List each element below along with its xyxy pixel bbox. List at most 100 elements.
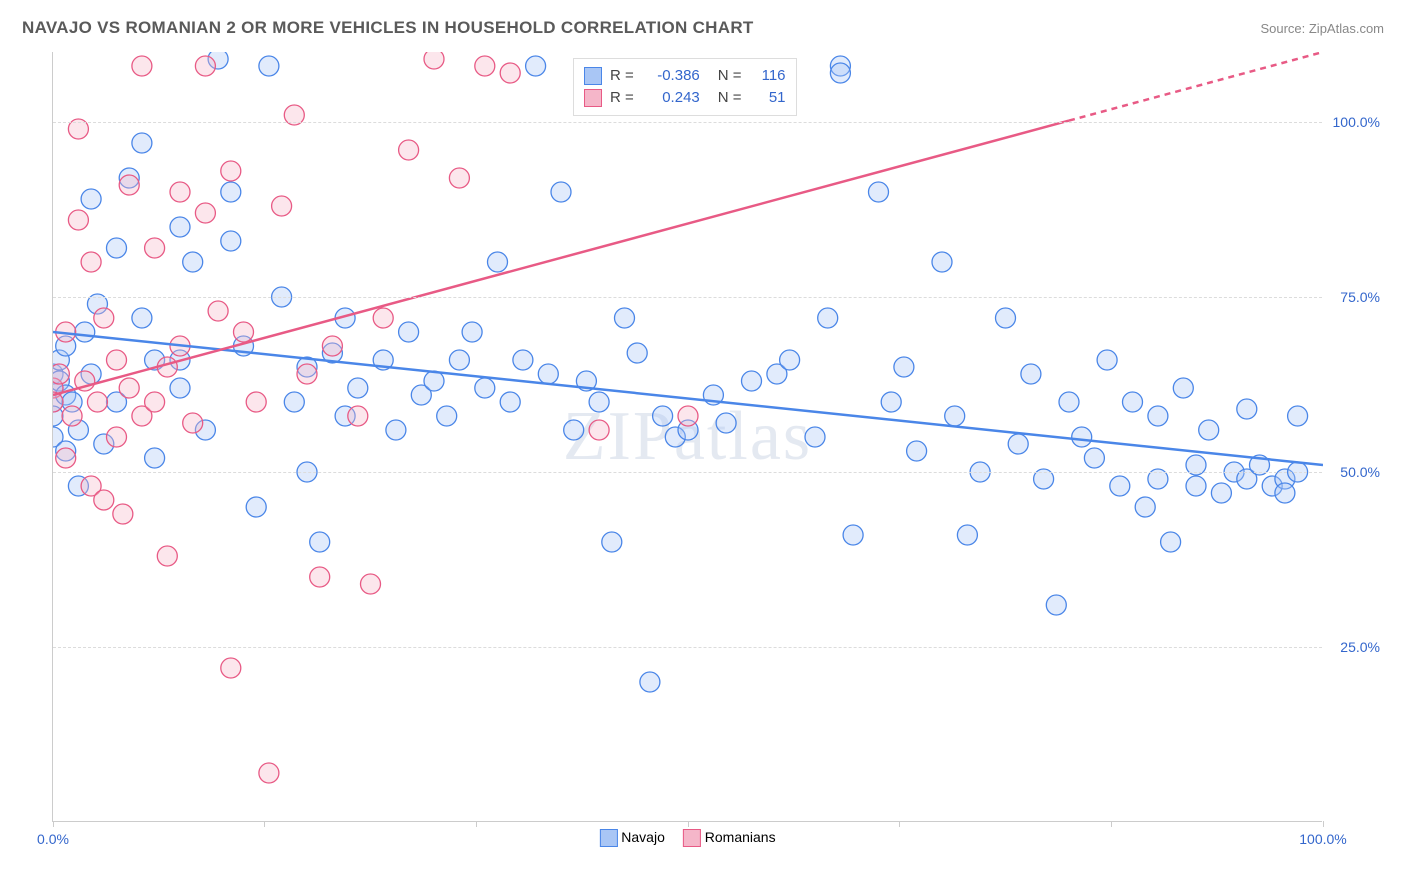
stats-r-value: 0.243 bbox=[642, 87, 700, 109]
y-tick-label: 25.0% bbox=[1340, 639, 1380, 655]
data-point bbox=[615, 308, 635, 328]
data-point bbox=[894, 357, 914, 377]
x-tick-label: 100.0% bbox=[1299, 831, 1346, 847]
stats-n-value: 51 bbox=[750, 87, 786, 109]
data-point bbox=[780, 350, 800, 370]
data-point bbox=[818, 308, 838, 328]
x-tick-mark bbox=[53, 821, 54, 827]
data-point bbox=[996, 308, 1016, 328]
x-tick-mark bbox=[1323, 821, 1324, 827]
y-tick-label: 50.0% bbox=[1340, 464, 1380, 480]
data-point bbox=[94, 490, 114, 510]
data-point bbox=[475, 56, 495, 76]
x-tick-mark bbox=[1111, 821, 1112, 827]
data-point bbox=[1110, 476, 1130, 496]
chart-area: ZIPatlas R =-0.386N =116R =0.243N =51 Na… bbox=[52, 52, 1322, 822]
data-point bbox=[56, 448, 76, 468]
data-point bbox=[957, 525, 977, 545]
data-point bbox=[170, 182, 190, 202]
data-point bbox=[1021, 364, 1041, 384]
data-point bbox=[1288, 406, 1308, 426]
data-point bbox=[1123, 392, 1143, 412]
data-point bbox=[526, 56, 546, 76]
y-tick-label: 100.0% bbox=[1333, 114, 1380, 130]
x-tick-mark bbox=[688, 821, 689, 827]
data-point bbox=[132, 133, 152, 153]
data-point bbox=[602, 532, 622, 552]
data-point bbox=[551, 182, 571, 202]
data-point bbox=[297, 364, 317, 384]
data-point bbox=[361, 574, 381, 594]
series-legend: Navajo Romanians bbox=[599, 829, 775, 847]
data-point bbox=[488, 252, 508, 272]
data-point bbox=[1237, 399, 1257, 419]
data-point bbox=[208, 301, 228, 321]
stats-r-value: -0.386 bbox=[642, 65, 700, 87]
data-point bbox=[170, 217, 190, 237]
stats-legend-row: R =-0.386N =116 bbox=[584, 65, 786, 87]
data-point bbox=[399, 322, 419, 342]
data-point bbox=[653, 406, 673, 426]
data-point bbox=[62, 406, 82, 426]
stats-n-value: 116 bbox=[750, 65, 786, 87]
data-point bbox=[68, 210, 88, 230]
data-point bbox=[272, 196, 292, 216]
data-point bbox=[932, 252, 952, 272]
data-point bbox=[75, 322, 95, 342]
data-point bbox=[1199, 420, 1219, 440]
stats-r-label: R = bbox=[610, 65, 634, 87]
data-point bbox=[132, 56, 152, 76]
data-point bbox=[221, 182, 241, 202]
data-point bbox=[145, 392, 165, 412]
data-point bbox=[475, 378, 495, 398]
data-point bbox=[53, 364, 69, 384]
data-point bbox=[1211, 483, 1231, 503]
data-point bbox=[221, 658, 241, 678]
data-point bbox=[221, 161, 241, 181]
data-point bbox=[87, 392, 107, 412]
data-point bbox=[449, 168, 469, 188]
data-point bbox=[869, 182, 889, 202]
data-point bbox=[1161, 532, 1181, 552]
data-point bbox=[170, 378, 190, 398]
data-point bbox=[259, 56, 279, 76]
data-point bbox=[386, 420, 406, 440]
y-tick-label: 75.0% bbox=[1340, 289, 1380, 305]
data-point bbox=[424, 371, 444, 391]
data-point bbox=[538, 364, 558, 384]
data-point bbox=[424, 52, 444, 69]
data-point bbox=[742, 371, 762, 391]
data-point bbox=[259, 763, 279, 783]
stats-n-label: N = bbox=[718, 87, 742, 109]
data-point bbox=[195, 56, 215, 76]
data-point bbox=[113, 504, 133, 524]
x-tick-mark bbox=[476, 821, 477, 827]
data-point bbox=[399, 140, 419, 160]
data-point bbox=[830, 63, 850, 83]
chart-title: NAVAJO VS ROMANIAN 2 OR MORE VEHICLES IN… bbox=[22, 18, 754, 38]
legend-item: Romanians bbox=[683, 829, 776, 847]
data-point bbox=[881, 392, 901, 412]
data-point bbox=[1072, 427, 1092, 447]
gridline-h bbox=[53, 647, 1322, 648]
data-point bbox=[1173, 378, 1193, 398]
data-point bbox=[678, 406, 698, 426]
data-point bbox=[1097, 350, 1117, 370]
data-point bbox=[81, 252, 101, 272]
data-point bbox=[462, 322, 482, 342]
data-point bbox=[589, 420, 609, 440]
data-point bbox=[449, 350, 469, 370]
data-point bbox=[145, 448, 165, 468]
stats-legend-row: R =0.243N =51 bbox=[584, 87, 786, 109]
gridline-h bbox=[53, 122, 1322, 123]
data-point bbox=[183, 413, 203, 433]
x-tick-mark bbox=[899, 821, 900, 827]
data-point bbox=[373, 308, 393, 328]
data-point bbox=[437, 406, 457, 426]
data-point bbox=[1148, 406, 1168, 426]
data-point bbox=[640, 672, 660, 692]
data-point bbox=[107, 238, 127, 258]
legend-swatch bbox=[584, 89, 602, 107]
legend-swatch bbox=[683, 829, 701, 847]
data-point bbox=[1059, 392, 1079, 412]
